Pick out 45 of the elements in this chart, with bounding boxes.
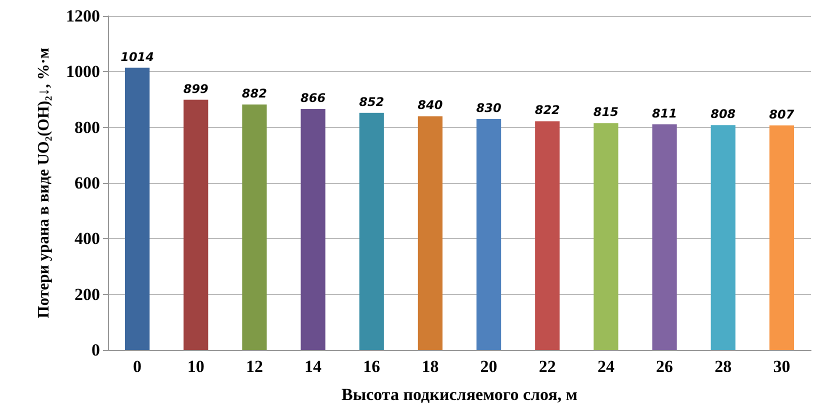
y-axis-title: Потери урана в виде UO₂(OH)₂↓, %·м [36,48,52,318]
x-tick-label: 16 [363,357,380,376]
x-tick-label: 10 [187,357,204,376]
data-label: 808 [710,107,736,122]
bar [594,123,618,350]
x-tick-label: 24 [597,357,615,376]
data-label: 852 [359,94,384,109]
y-tick-label: 800 [74,118,100,137]
bar [535,121,560,350]
y-tick-label: 1000 [66,62,100,82]
x-tick-label: 0 [133,357,142,376]
bar [710,125,736,350]
data-label: 882 [242,86,267,101]
bar [769,125,794,350]
bar [418,116,443,350]
data-label: 840 [418,98,443,112]
data-label: 830 [476,100,502,115]
x-tick-label: 14 [304,357,322,376]
bar [476,118,502,350]
bar [300,108,326,350]
bar [652,124,677,350]
x-tick-label: 26 [656,357,674,376]
bar [124,68,150,350]
data-label: 1014 [120,50,154,64]
y-tick-label: 1200 [66,6,100,26]
bar [184,100,208,350]
data-label: 807 [769,107,795,122]
x-tick-label: 12 [246,357,263,376]
y-tick-label: 600 [74,174,100,192]
y-tick-label: 400 [74,229,100,248]
data-label: 899 [183,82,208,96]
data-label: 811 [652,106,678,120]
x-tick-label: 20 [480,357,498,376]
y-tick-label: 0 [92,340,100,360]
x-tick-label: 22 [538,357,556,376]
data-label: 815 [593,105,618,120]
y-tick-label: 200 [74,284,100,304]
data-label: 866 [300,90,326,105]
bar [242,104,267,350]
x-tick-label: 18 [422,357,439,376]
x-tick-label: 30 [773,357,790,376]
x-axis-title: Высота подкисляемого слоя, м [342,385,578,404]
x-tick-label: 28 [714,357,732,376]
data-label: 822 [534,103,560,118]
bar [359,112,384,350]
